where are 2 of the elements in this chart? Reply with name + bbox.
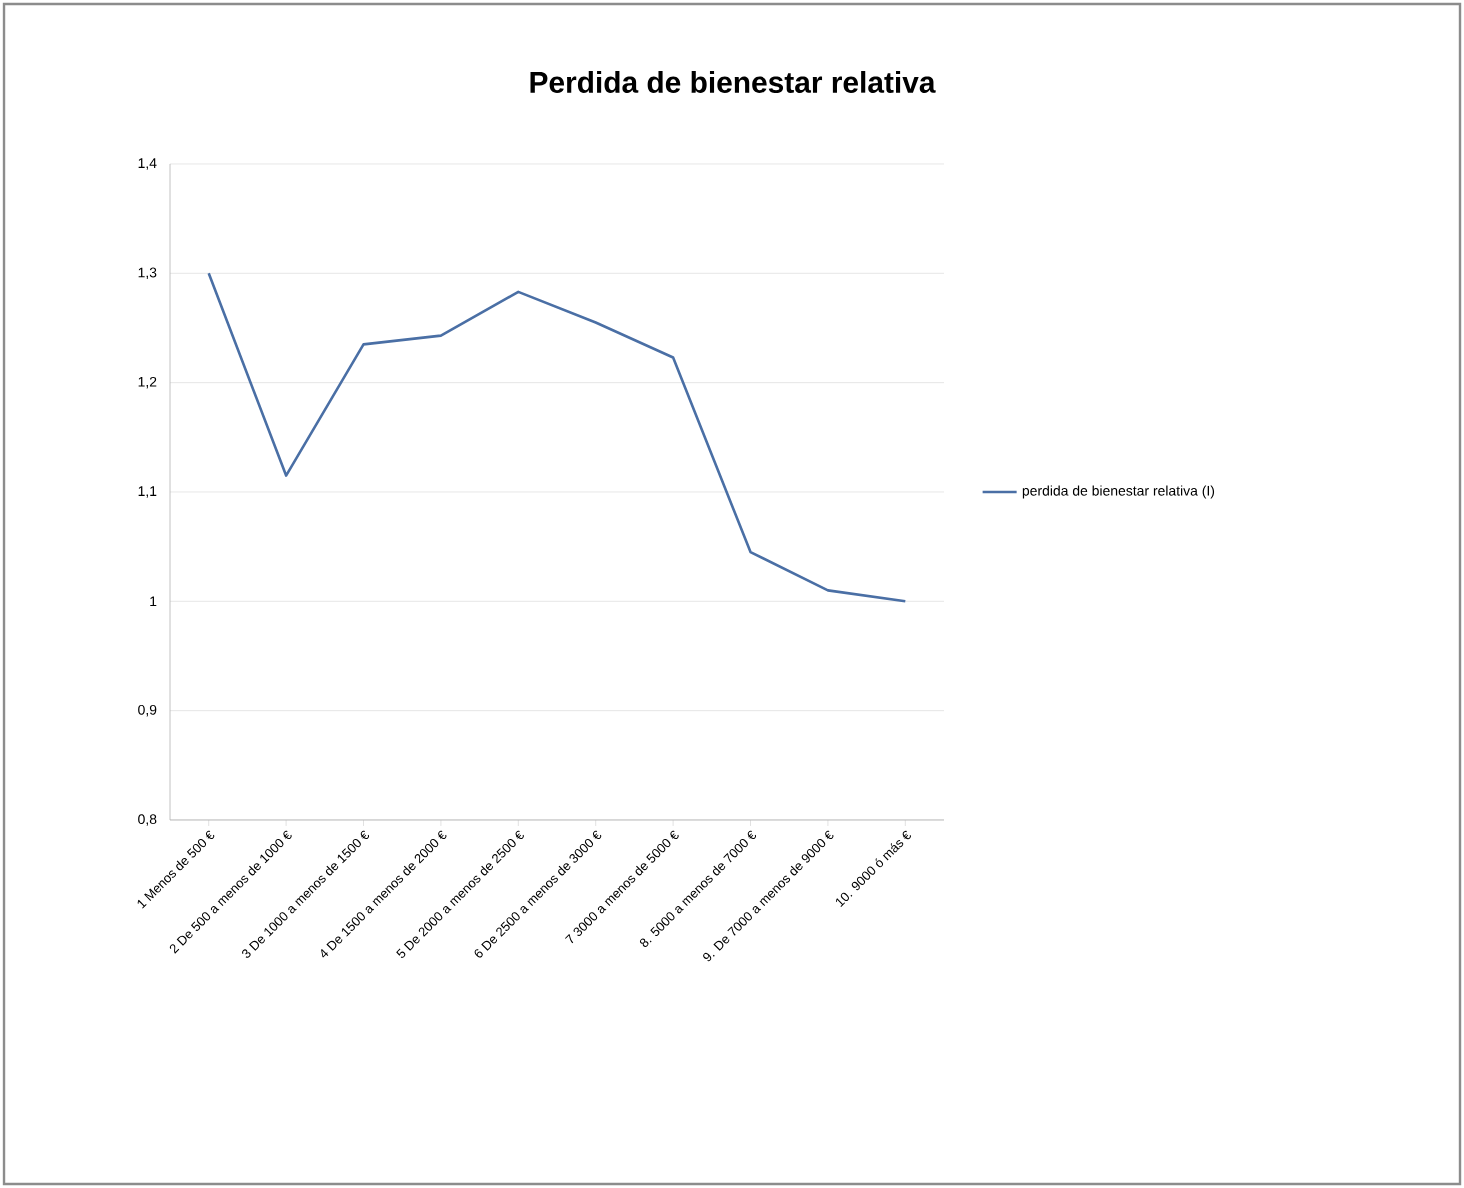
line-series [207, 272, 907, 603]
chart-title: Perdida de bienestar relativa [530, 71, 936, 93]
